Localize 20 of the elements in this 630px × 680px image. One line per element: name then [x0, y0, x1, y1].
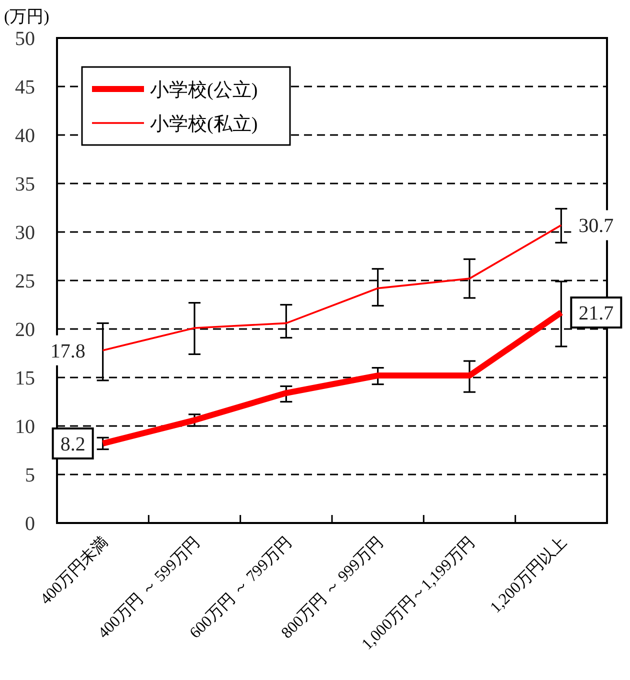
y-tick-label: 0 [25, 513, 35, 535]
y-tick-label: 25 [15, 270, 35, 292]
y-tick-label: 45 [15, 76, 35, 98]
data-label: 21.7 [578, 302, 614, 325]
y-tick-label: 30 [15, 222, 35, 244]
y-axis-title: (万円) [4, 7, 50, 26]
line-series [102, 224, 562, 352]
y-tick-label: 50 [15, 28, 35, 50]
data-label: 8.2 [60, 433, 86, 456]
legend-label: 小学校(公立) [150, 79, 258, 101]
y-tick-label: 15 [15, 368, 35, 390]
y-tick-label: 10 [15, 416, 35, 438]
x-tick-label: 400万円未満 [36, 533, 112, 608]
y-tick-label: 35 [15, 174, 35, 196]
y-tick-label: 20 [15, 319, 35, 341]
data-label: 17.8 [50, 340, 86, 362]
legend-label: 小学校(私立) [150, 113, 258, 135]
y-tick-label: 40 [15, 125, 35, 147]
data-label: 30.7 [578, 215, 614, 238]
y-tick-label: 5 [25, 464, 35, 486]
